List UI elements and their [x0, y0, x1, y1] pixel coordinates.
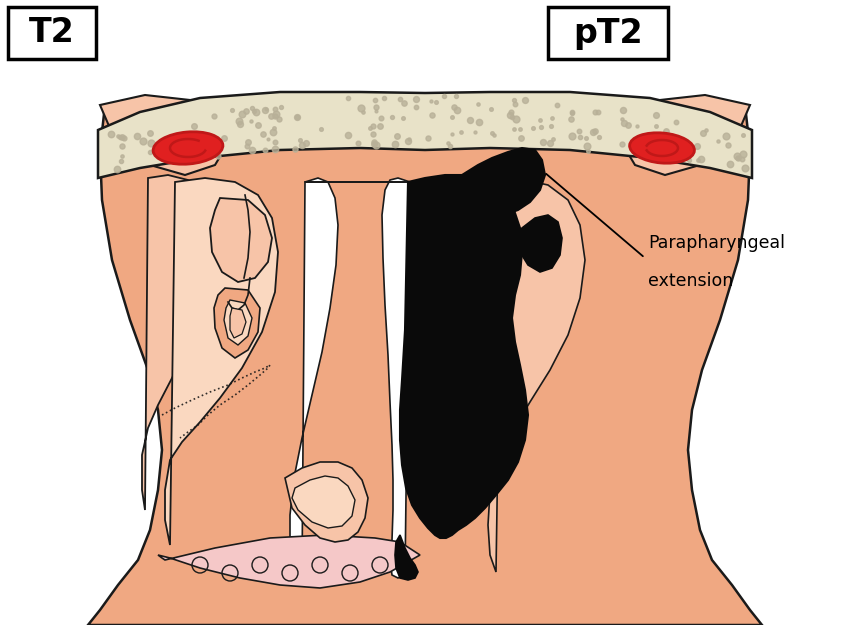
Polygon shape: [210, 198, 272, 282]
Polygon shape: [395, 535, 418, 580]
Polygon shape: [158, 535, 420, 588]
Ellipse shape: [153, 132, 223, 164]
Polygon shape: [88, 105, 762, 625]
Polygon shape: [488, 180, 585, 572]
Text: extension: extension: [648, 272, 734, 290]
Text: T2: T2: [29, 16, 75, 49]
Polygon shape: [224, 300, 252, 345]
Polygon shape: [292, 476, 355, 528]
Polygon shape: [400, 175, 528, 538]
Polygon shape: [620, 95, 750, 175]
Text: Parapharyngeal: Parapharyngeal: [648, 234, 785, 252]
Polygon shape: [98, 92, 752, 178]
Polygon shape: [165, 178, 278, 545]
Text: pT2: pT2: [573, 16, 643, 49]
Polygon shape: [142, 175, 210, 510]
Polygon shape: [460, 148, 545, 215]
Polygon shape: [516, 215, 562, 272]
Polygon shape: [285, 462, 368, 542]
FancyBboxPatch shape: [8, 7, 96, 59]
Polygon shape: [100, 95, 230, 175]
Polygon shape: [230, 308, 246, 338]
Ellipse shape: [630, 132, 694, 163]
Polygon shape: [214, 288, 260, 358]
FancyBboxPatch shape: [548, 7, 668, 59]
Polygon shape: [290, 178, 410, 580]
